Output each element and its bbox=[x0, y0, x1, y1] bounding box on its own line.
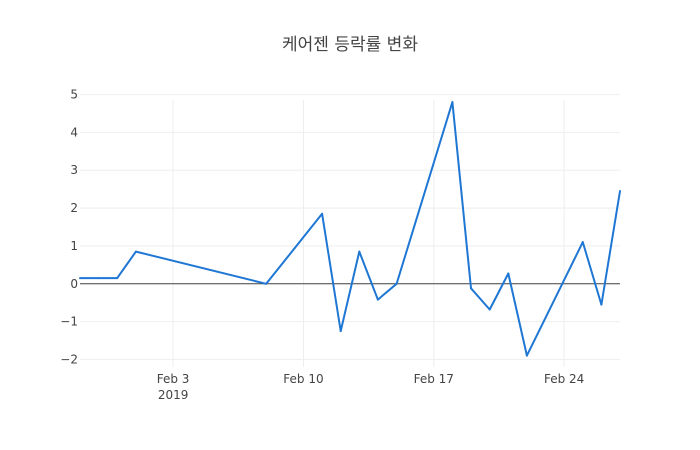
y-tick-label: 3 bbox=[70, 163, 78, 177]
y-tick-label: −2 bbox=[60, 352, 78, 366]
data-point bbox=[376, 298, 379, 301]
y-tick-label: −1 bbox=[60, 315, 78, 329]
x-tick-label: Feb 3 bbox=[157, 372, 190, 386]
data-point bbox=[581, 241, 584, 244]
data-point bbox=[339, 330, 342, 333]
x-tick-label: Feb 24 bbox=[544, 372, 584, 386]
series-layer bbox=[79, 101, 621, 357]
x-tick-year-label: 2019 bbox=[158, 388, 189, 402]
data-point bbox=[321, 212, 324, 215]
data-point bbox=[265, 282, 268, 285]
data-point bbox=[600, 303, 603, 306]
axis-labels: Feb 3 2019 Feb 10 Feb 17 Feb 24 5 4 3 2 1 0 −1 −2 bbox=[60, 88, 584, 402]
y-tick-label: 1 bbox=[70, 239, 78, 253]
data-point bbox=[488, 308, 491, 311]
data-point bbox=[116, 277, 119, 280]
data-point bbox=[525, 354, 528, 357]
y-tick-label: 5 bbox=[70, 88, 78, 102]
series-line bbox=[80, 101, 621, 357]
x-tick-label: Feb 17 bbox=[414, 372, 454, 386]
data-point bbox=[358, 250, 361, 253]
data-point bbox=[470, 287, 473, 290]
data-point bbox=[395, 282, 398, 285]
grid-lines bbox=[80, 94, 620, 367]
y-tick-label: 0 bbox=[70, 277, 78, 291]
y-tick-label: 4 bbox=[70, 125, 78, 139]
chart-title: 케어젠 등락률 변화 bbox=[282, 35, 418, 55]
data-point bbox=[79, 277, 81, 280]
data-point bbox=[619, 190, 621, 193]
y-tick-label: 2 bbox=[70, 201, 78, 215]
x-tick-label: Feb 10 bbox=[283, 372, 323, 386]
data-point bbox=[507, 272, 510, 275]
data-point bbox=[451, 101, 454, 104]
data-point bbox=[134, 250, 137, 253]
data-point bbox=[97, 277, 100, 280]
